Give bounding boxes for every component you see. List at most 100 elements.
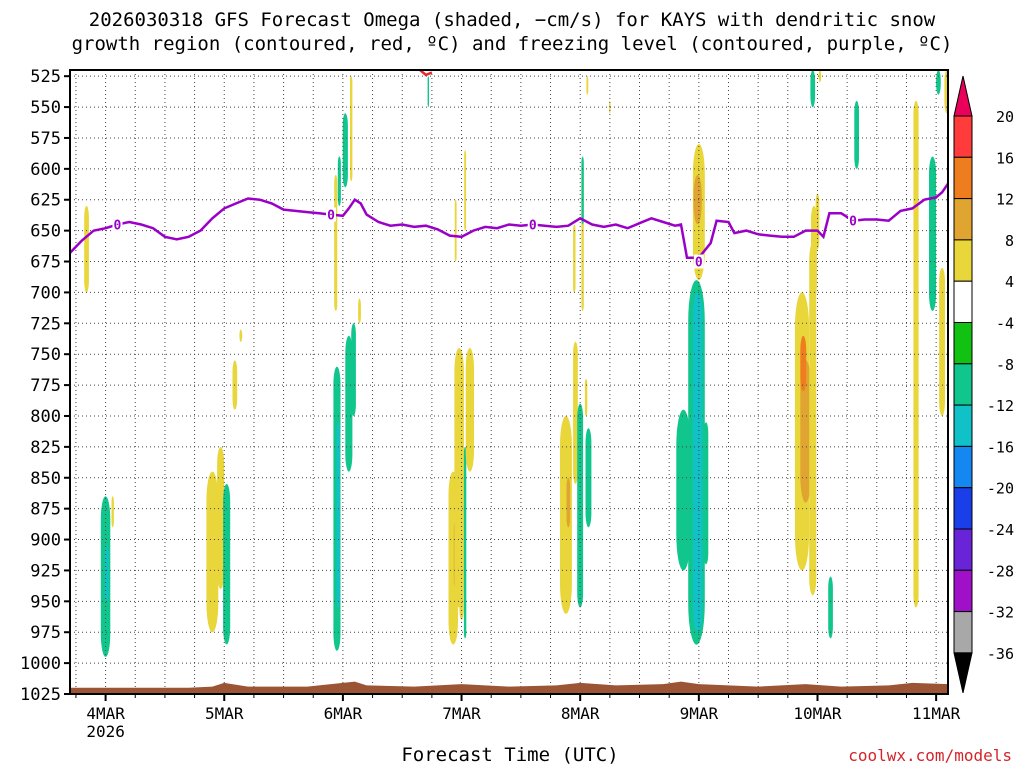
omega-feature (854, 100, 859, 169)
x-tick-sublabel: 2026 (86, 722, 125, 741)
omega-feature (809, 243, 817, 596)
contours: 0 0 0 0 0 (69, 69, 950, 694)
colorbar-label: -28 (987, 562, 1014, 580)
omega-shading (84, 70, 950, 657)
plot-frame (69, 69, 949, 695)
terrain-surface (70, 681, 948, 694)
colorbar-bin (953, 322, 973, 365)
colorbar-bin (953, 652, 973, 694)
x-tick-label: 8MAR (561, 704, 600, 723)
y-tick-label: 750 (30, 345, 61, 365)
freezing-label-bg (326, 207, 337, 222)
omega-feature (800, 335, 807, 392)
omega-feature (811, 205, 817, 299)
omega-feature (459, 428, 464, 620)
colorbar-bin (953, 75, 973, 117)
colorbar-label: -16 (987, 438, 1014, 456)
omega-feature (584, 378, 588, 416)
y-tick-label: 800 (30, 407, 61, 427)
omega-feature (337, 156, 341, 206)
omega-feature (913, 100, 919, 608)
x-tick-label: 6MAR (324, 704, 363, 723)
y-tick-label: 900 (30, 531, 61, 551)
colorbar-label: -8 (996, 356, 1014, 374)
omega-feature (358, 298, 361, 324)
y-tick-label: 675 (30, 253, 61, 273)
omega-feature (104, 545, 109, 602)
omega-feature (454, 199, 457, 262)
omega-feature (581, 156, 584, 225)
omega-feature (239, 329, 243, 342)
colorbar-bin (953, 363, 973, 406)
freezing-level-line (69, 182, 950, 260)
colorbar-label: -12 (987, 397, 1014, 415)
freezing-label-bg (693, 254, 704, 269)
y-tick-label: 575 (30, 129, 61, 149)
omega-feature (463, 446, 467, 639)
y-tick-label: 975 (30, 623, 61, 643)
x-tick-label: 11MAR (912, 704, 961, 723)
colorbar-bin (953, 445, 973, 489)
omega-feature (560, 416, 572, 614)
y-tick-label: 825 (30, 438, 61, 458)
freezing-level-label: 0 (529, 218, 537, 233)
omega-feature (577, 403, 584, 608)
omega-feature (351, 323, 356, 416)
axes: 525 550 575 600 625 650 675 700 725 750 775 800 825 8… (20, 67, 961, 741)
omega-feature (573, 341, 578, 484)
omega-feature (939, 267, 945, 416)
y-tick-label: 550 (30, 98, 61, 118)
freezing-level-label: 0 (849, 215, 857, 230)
omega-feature (703, 422, 709, 565)
colorbar-label: -24 (987, 521, 1014, 539)
grid-lines (70, 70, 948, 695)
omega-feature (573, 224, 576, 293)
colorbar-bin (953, 487, 973, 530)
y-tick-label: 875 (30, 500, 61, 520)
y-tick-label: 700 (30, 283, 61, 303)
colorbar-bin (953, 404, 973, 447)
omega-feature (465, 348, 474, 472)
chart-title-line2: growth region (contoured, red, ºC) and f… (71, 33, 953, 55)
x-tick-label: 7MAR (442, 704, 481, 723)
freezing-label-bg (527, 217, 538, 232)
omega-feature (818, 70, 822, 83)
colorbar-label: -36 (987, 645, 1014, 663)
x-tick-label: 4MAR (86, 704, 125, 723)
omega-feature (336, 422, 340, 608)
colorbar-label: 16 (996, 149, 1014, 167)
omega-feature (334, 175, 338, 311)
y-tick-label: 1000 (20, 654, 61, 674)
omega-feature (693, 175, 702, 225)
omega-feature (586, 76, 589, 95)
omega-feature (936, 70, 941, 95)
colorbar-bin (953, 280, 973, 324)
freezing-label-bg (848, 213, 859, 228)
omega-feature (345, 360, 350, 435)
colorbar-bin (953, 115, 973, 158)
colorbar-bin (953, 198, 973, 241)
y-tick-label: 650 (30, 222, 61, 242)
freezing-level-label: 0 (114, 218, 122, 233)
y-tick-label: 850 (30, 469, 61, 489)
omega-feature (111, 496, 114, 528)
colorbar-label: 20 (996, 108, 1014, 126)
colorbar-bin (953, 156, 973, 200)
y-tick-label: 525 (30, 67, 61, 87)
colorbar-bin (953, 611, 973, 654)
omega-feature (929, 156, 937, 311)
colorbar: 20 16 12 8 4 -4 -8 -12 -16 -20 -24 -28 -32 -36 (953, 75, 1014, 694)
y-tick-label: 775 (30, 376, 61, 396)
omega-feature (342, 113, 348, 188)
y-tick-label: 725 (30, 314, 61, 334)
omega-feature (350, 76, 353, 182)
x-tick-label: 9MAR (680, 704, 719, 723)
chart-title-line1: 2026030318 GFS Forecast Omega (shaded, −… (88, 9, 936, 31)
credit-link[interactable]: coolwx.com/models (848, 746, 1012, 765)
x-tick-label: 10MAR (793, 704, 842, 723)
freezing-level-label: 0 (695, 256, 703, 271)
omega-feature (427, 76, 429, 108)
omega-feature (225, 545, 228, 608)
y-tick-label: 925 (30, 561, 61, 581)
